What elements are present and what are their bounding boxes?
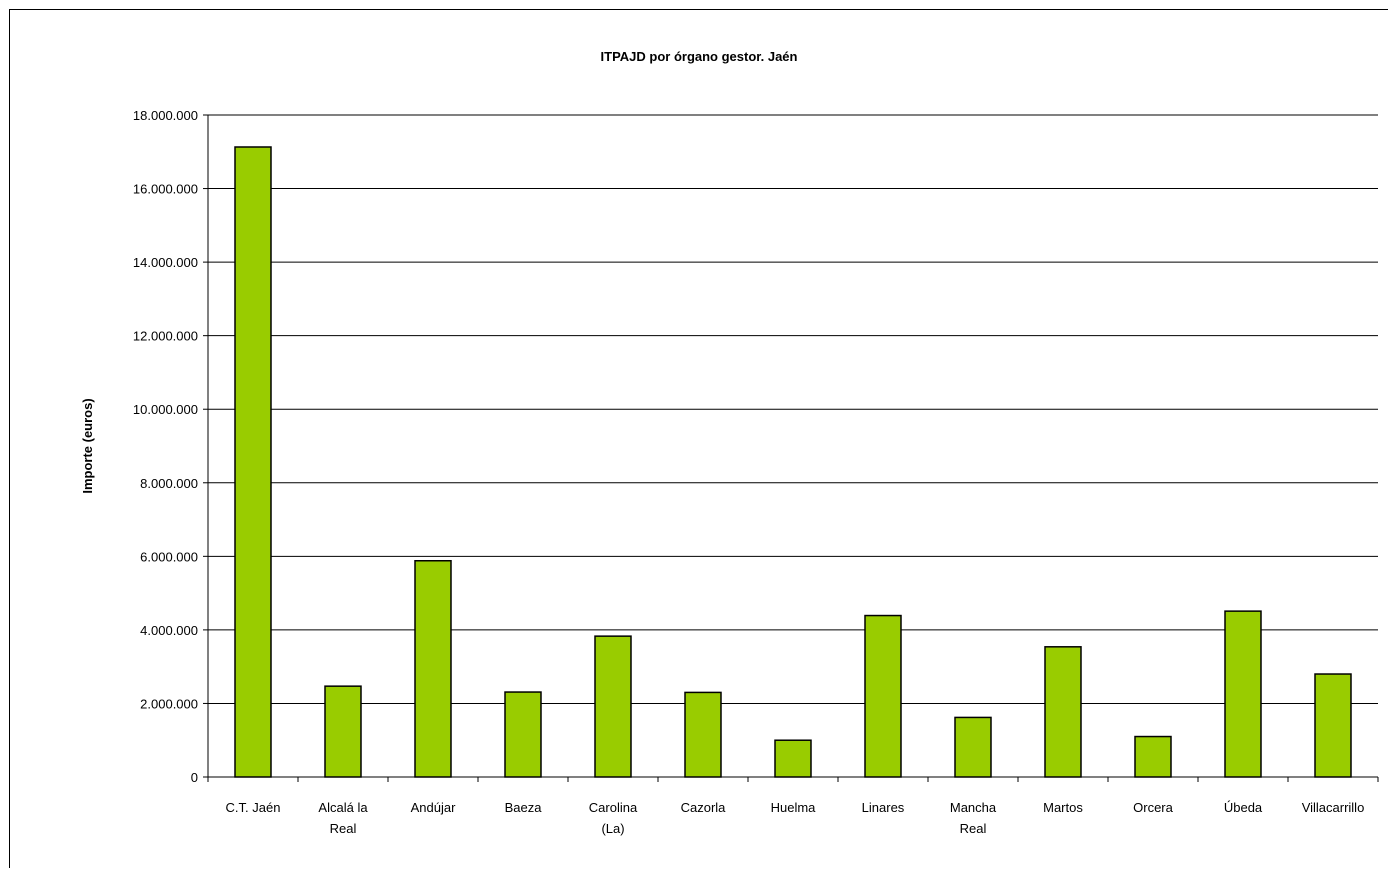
x-tick-label: C.T. Jaén (226, 800, 281, 815)
bar (1134, 735, 1172, 778)
bar (684, 691, 722, 778)
x-tick-label: Real (330, 821, 357, 836)
y-tick-label: 2.000.000 (140, 696, 198, 711)
bars (234, 146, 1352, 778)
x-tick-label: (La) (601, 821, 624, 836)
x-tick-label: Carolina (589, 800, 638, 815)
bar (774, 739, 812, 778)
y-tick-labels: 0 2.000.000 4.000.000 6.000.000 8.000.000 10.… (133, 108, 198, 785)
x-tick-labels: C.T. Jaén Alcalá la Real Andújar Baeza Caroli… (226, 800, 1365, 836)
y-tick-label: 14.000.000 (133, 255, 198, 270)
chart-frame (9, 9, 1388, 868)
bar (594, 635, 632, 778)
x-tick-label: Andújar (411, 800, 456, 815)
x-tick-label: Villacarrillo (1302, 800, 1365, 815)
bar (954, 716, 992, 778)
chart-title: ITPAJD por órgano gestor. Jaén (601, 49, 798, 64)
y-tick-label: 8.000.000 (140, 476, 198, 491)
bar (234, 146, 272, 778)
bar (864, 614, 902, 778)
y-tick-label: 0 (191, 770, 198, 785)
bar (1224, 610, 1262, 778)
x-tick-label: Alcalá la (318, 800, 368, 815)
axes (203, 114, 1379, 782)
x-tick-label: Linares (862, 800, 905, 815)
x-tick-label: Real (960, 821, 987, 836)
y-axis-label: Importe (euros) (80, 398, 95, 493)
y-tick-label: 18.000.000 (133, 108, 198, 123)
y-tick-label: 4.000.000 (140, 623, 198, 638)
bar (414, 559, 452, 778)
bar (1314, 673, 1352, 778)
gridlines (208, 114, 1378, 704)
x-tick-label: Orcera (1133, 800, 1174, 815)
y-tick-label: 10.000.000 (133, 402, 198, 417)
x-tick-label: Martos (1043, 800, 1083, 815)
y-tick-label: 16.000.000 (133, 182, 198, 197)
x-tick-label: Huelma (771, 800, 817, 815)
bar (324, 685, 362, 778)
bar (504, 691, 542, 778)
x-tick-label: Mancha (950, 800, 997, 815)
x-tick-label: Cazorla (681, 800, 727, 815)
y-tick-label: 6.000.000 (140, 549, 198, 564)
x-tick-label: Baeza (505, 800, 543, 815)
bar (1044, 646, 1082, 778)
y-tick-label: 12.000.000 (133, 329, 198, 344)
x-tick-label: Úbeda (1224, 800, 1263, 815)
